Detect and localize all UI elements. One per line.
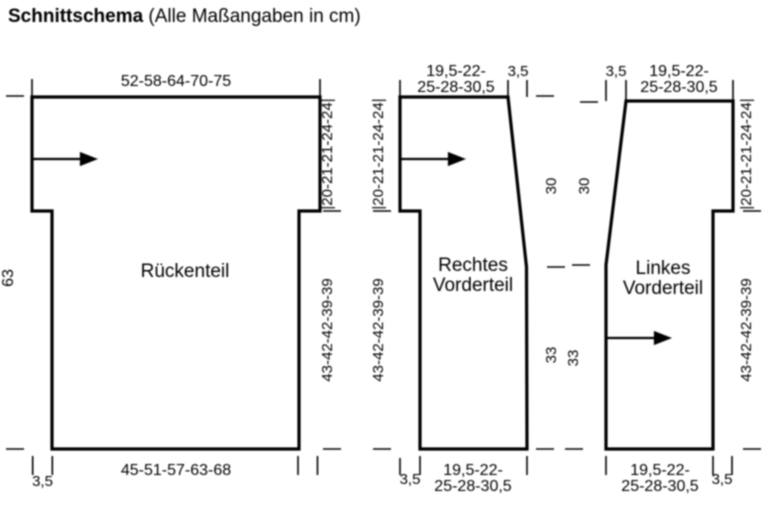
svg-text:3,5: 3,5 [32,473,53,490]
svg-text:|20-21-21-24-24|: |20-21-21-24-24| [319,98,336,209]
svg-text:19,5-22-: 19,5-22- [630,462,690,479]
svg-text:Rückenteil: Rückenteil [141,261,230,282]
svg-text:Vorderteil: Vorderteil [623,278,703,299]
svg-text:3,5: 3,5 [508,63,529,80]
svg-text:Rechtes: Rechtes [438,255,508,276]
svg-text:52-58-64-70-75: 52-58-64-70-75 [121,73,231,90]
svg-text:3,5: 3,5 [712,471,733,488]
svg-text:3,5: 3,5 [400,471,421,488]
svg-text:25-28-30,5: 25-28-30,5 [434,478,511,495]
svg-text:25-28-30,5: 25-28-30,5 [640,79,717,96]
svg-text:Vorderteil: Vorderteil [433,275,513,296]
svg-text:45-51-57-63-68: 45-51-57-63-68 [121,462,231,479]
svg-text:|20-21-21-24-24|: |20-21-21-24-24| [370,98,387,209]
svg-text:30: 30 [576,178,593,195]
svg-text:43-42-42-39-39: 43-42-42-39-39 [319,278,336,381]
svg-text:43-42-42-39-39: 43-42-42-39-39 [738,278,755,381]
svg-text:30: 30 [543,178,560,195]
svg-text:25-28-30,5: 25-28-30,5 [417,79,494,96]
svg-text:|20-21-21-24-24|: |20-21-21-24-24| [738,98,755,209]
svg-text:Linkes: Linkes [636,258,691,279]
svg-text:19,5-22-: 19,5-22- [649,63,709,80]
svg-text:43-42-42-39-39: 43-42-42-39-39 [370,278,387,381]
svg-text:3,5: 3,5 [606,63,627,80]
svg-text:63: 63 [0,269,17,287]
svg-text:25-28-30,5: 25-28-30,5 [621,478,698,495]
svg-text:19,5-22-: 19,5-22- [426,63,486,80]
svg-text:19,5-22-: 19,5-22- [443,462,503,479]
svg-text:33: 33 [543,347,560,364]
svg-text:33: 33 [565,350,582,367]
